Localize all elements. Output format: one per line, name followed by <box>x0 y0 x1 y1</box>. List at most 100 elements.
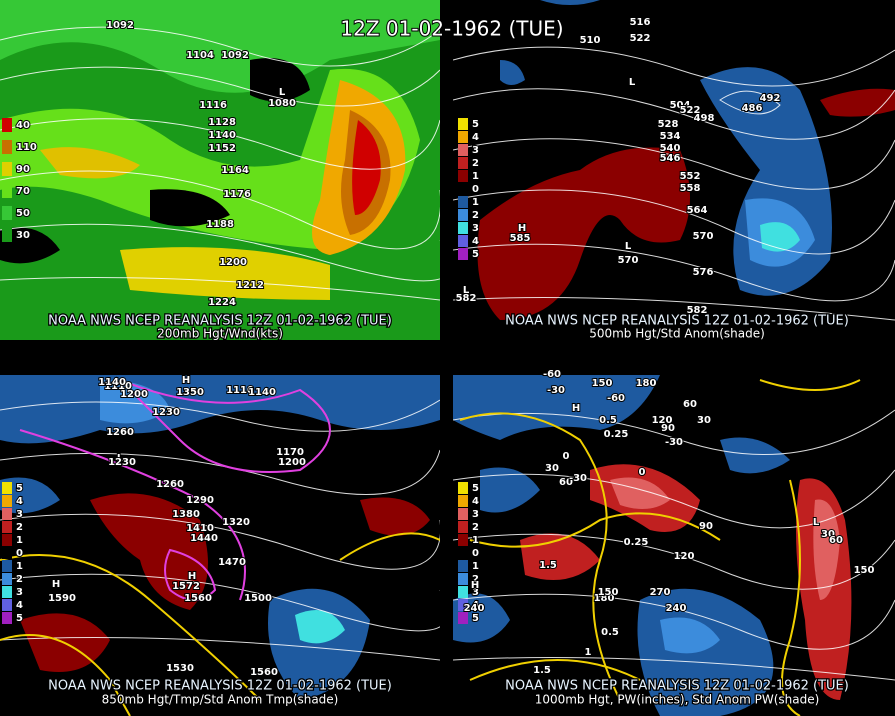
contour-label: 150 <box>592 378 613 389</box>
contour-label: 504 <box>670 100 691 111</box>
legend-label: 1 <box>16 535 23 546</box>
contour-label: 30 <box>545 463 559 474</box>
contour-label: 1140 <box>248 387 276 398</box>
legend-label: 5 <box>16 613 23 624</box>
contour-label: 1164 <box>221 165 249 176</box>
contour-label: 240 <box>666 603 687 614</box>
contour-label: -60 <box>543 369 561 380</box>
contour-label: 1440 <box>190 533 218 544</box>
legend-label: 40 <box>16 120 30 131</box>
contour-label: 1110 <box>104 381 132 392</box>
contour-label: 552 <box>680 171 701 182</box>
contour-label: 1410 <box>186 523 214 534</box>
contour-label: 1224 <box>208 297 236 308</box>
legend-label: 3 <box>16 509 23 520</box>
contour-label: 180 <box>636 378 657 389</box>
contour-label: 1320 <box>222 517 250 528</box>
contour-label: 486 <box>742 103 763 114</box>
contour-label: 1230 <box>152 407 180 418</box>
panel-500mb <box>453 0 895 340</box>
legend-label: 1 <box>472 535 479 546</box>
legend-label: 0 <box>472 548 479 559</box>
contour-label: 1200 <box>278 457 306 468</box>
contour-label: 1110 <box>226 385 254 396</box>
contour-label: H <box>188 571 196 582</box>
contour-label: 30 <box>821 529 835 540</box>
contour-label: H <box>182 375 190 386</box>
contour-label: L <box>625 241 632 252</box>
contour-label: 1350 <box>176 387 204 398</box>
contour-label: 510 <box>580 35 601 46</box>
legend-label: 3 <box>472 587 479 598</box>
legend-label: 2 <box>16 574 23 585</box>
contour-label: 60 <box>829 535 843 546</box>
contour-label: 492 <box>760 93 781 104</box>
legend-label: 3 <box>472 509 479 520</box>
legend-label: 1 <box>472 561 479 572</box>
contour-label: 1290 <box>186 495 214 506</box>
panel-caption: 1000mb Hgt, PW(inches), Std Anom PW(shad… <box>535 693 820 707</box>
legend-label: 5 <box>472 249 479 260</box>
contour-label: 120 <box>674 551 695 562</box>
contour-label: 582 <box>687 305 708 316</box>
panel-caption: 500mb Hgt/Std Anom(shade) <box>589 327 765 341</box>
legend-label: 70 <box>16 186 30 197</box>
legend-label: 4 <box>472 132 479 143</box>
panel-200mb <box>0 0 440 340</box>
legend-label: 2 <box>472 574 479 585</box>
contour-label: 1092 <box>221 50 249 61</box>
legend-label: 90 <box>16 164 30 175</box>
legend-label: 2 <box>16 522 23 533</box>
contour-label: 1.5 <box>539 560 557 571</box>
contour-label: 1572 <box>172 581 200 592</box>
contour-label: -30 <box>569 473 587 484</box>
legend-label: 5 <box>472 613 479 624</box>
panel-caption: 200mb Hgt/Wnd(kts) <box>157 327 283 341</box>
contour-label: H <box>471 580 479 591</box>
legend-label: 5 <box>472 483 479 494</box>
contour-label: H <box>52 579 60 590</box>
legend-label: 5 <box>472 119 479 130</box>
panel-credit: NOAA NWS NCEP REANALYSIS 12Z 01-02-1962 … <box>48 679 392 694</box>
panel-credit: NOAA NWS NCEP REANALYSIS 12Z 01-02-1962 … <box>505 314 849 329</box>
contour-label: 120 <box>652 415 673 426</box>
legend-label: 4 <box>472 600 479 611</box>
contour-label: 546 <box>660 153 681 164</box>
legend-label: 3 <box>472 223 479 234</box>
contour-label: 1230 <box>108 457 136 468</box>
contour-label: 1128 <box>208 117 236 128</box>
contour-label: 1188 <box>206 219 234 230</box>
contour-label: L <box>117 453 124 464</box>
contour-label: 1140 <box>208 130 236 141</box>
contour-label: -30 <box>547 385 565 396</box>
panel-1000mb <box>453 375 895 716</box>
contour-label: H <box>572 403 580 414</box>
contour-label: 1380 <box>172 509 200 520</box>
contour-label: 180 <box>594 593 615 604</box>
main-title: 12Z 01-02-1962 (TUE) <box>340 17 563 41</box>
legend-label: 1 <box>472 197 479 208</box>
contour-label: 585 <box>510 233 531 244</box>
legend-label: 4 <box>472 236 479 247</box>
contour-label: 576 <box>693 267 714 278</box>
contour-label: L <box>629 77 636 88</box>
contour-label: 150 <box>598 587 619 598</box>
contour-label: 1140 <box>98 377 126 388</box>
contour-label: 0.5 <box>599 415 617 426</box>
contour-label: 0 <box>639 467 646 478</box>
contour-label: 522 <box>630 33 651 44</box>
contour-label: 498 <box>694 113 715 124</box>
contour-label: 1590 <box>48 593 76 604</box>
contour-label: 1500 <box>244 593 272 604</box>
contour-label: -30 <box>665 437 683 448</box>
contour-label: 1116 <box>199 100 227 111</box>
contour-label: 150 <box>854 565 875 576</box>
legend-label: 2 <box>472 522 479 533</box>
contour-label: L <box>463 285 470 296</box>
contour-label: 540 <box>660 143 681 154</box>
contour-label: 534 <box>660 131 681 142</box>
legend-label: 50 <box>16 208 30 219</box>
contour-label: 1.5 <box>533 665 551 676</box>
contour-label: 1080 <box>268 98 296 109</box>
legend-label: 0 <box>16 548 23 559</box>
